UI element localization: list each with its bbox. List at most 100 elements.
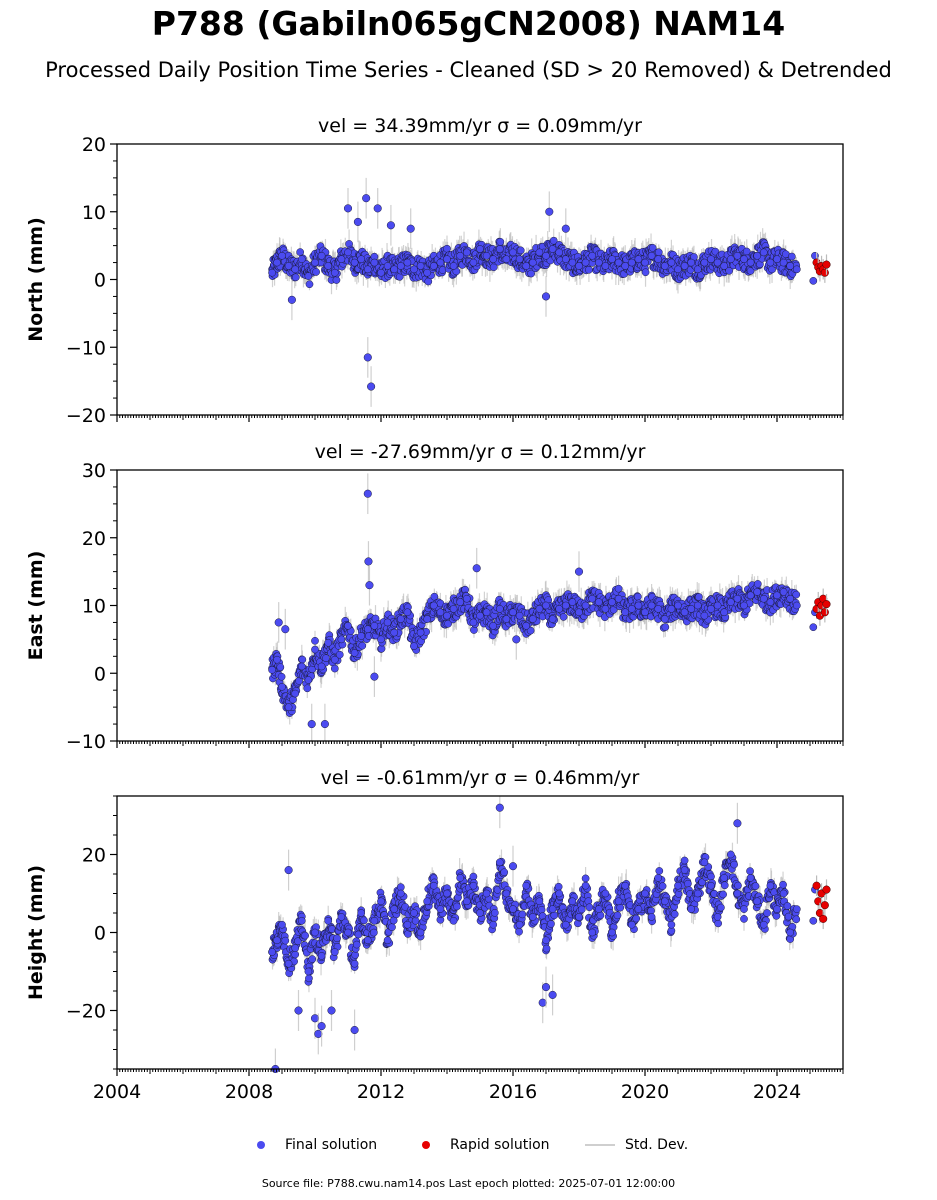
final-point [373,204,382,213]
final-point [766,258,775,267]
final-point [740,601,748,610]
final-point [766,598,775,606]
final-point [608,255,616,264]
final-point [522,621,531,630]
final-point [674,265,682,274]
y-tick-label: 0 [94,270,106,292]
final-point [476,245,484,253]
final-point [449,605,458,613]
y-tick-label: 20 [82,528,106,550]
final-point [614,594,623,603]
final-point [746,591,755,600]
final-point [403,258,412,267]
final-point [291,273,300,282]
final-point [660,262,669,270]
final-point [568,598,577,606]
final-point [753,251,762,260]
final-point [350,258,359,267]
final-point [608,598,616,606]
final-point [753,580,762,588]
final-point [733,594,742,603]
final-point [386,221,395,230]
final-point [759,248,768,257]
final-point [436,608,445,617]
final-point [403,608,412,617]
y-tick-label: 10 [82,202,106,224]
final-point [601,605,610,613]
final-point [311,645,319,654]
final-point [363,625,372,634]
panel-title: vel = 34.39mm/yr σ = 0.09mm/yr [318,115,642,137]
final-point [429,262,438,270]
final-point [707,605,715,613]
final-point [792,590,801,599]
final-point [410,265,418,274]
final-point [746,258,755,267]
final-point [502,615,511,623]
final-point [390,628,399,637]
final-point [364,557,373,566]
y-tick-label: 30 [82,460,106,482]
final-point [307,720,316,729]
final-point [759,594,768,603]
final-point [423,615,432,623]
final-point [276,663,285,672]
rapid-point [822,600,831,609]
final-point [297,662,306,671]
final-point [495,245,504,253]
final-point [350,649,359,657]
final-point [542,251,550,260]
final-point [423,268,432,277]
final-point [548,615,557,623]
final-point [390,265,399,274]
final-point [614,258,623,267]
final-point [654,255,663,264]
panel-title: vel = -27.69mm/yr σ = 0.12mm/yr [315,441,646,463]
final-point [680,608,689,617]
final-point [317,251,326,260]
final-point [700,611,709,620]
final-point [377,268,385,277]
final-point [416,628,425,637]
final-point [268,268,276,277]
final-point [528,615,537,623]
final-point [687,605,696,613]
final-point [621,262,630,270]
final-point [667,258,676,267]
final-point [779,588,788,596]
final-point [406,224,415,233]
final-point [383,618,392,627]
final-point [634,255,643,264]
final-point [377,635,385,644]
final-point [648,244,657,252]
final-point [370,258,379,267]
final-point [588,251,597,260]
final-point [753,588,762,596]
final-point [291,265,300,274]
final-point [561,255,570,264]
final-point [661,623,670,631]
final-point [693,265,702,274]
final-point [324,638,333,647]
final-point [436,258,445,267]
final-point [416,262,425,270]
final-point [786,594,795,603]
final-point [733,251,742,260]
final-point [291,689,300,698]
final-point [634,592,642,601]
final-point [482,251,491,260]
final-point [277,672,286,681]
final-point [343,204,353,213]
final-point [332,276,341,284]
final-point [358,641,367,650]
final-point [456,251,465,260]
final-point [561,224,570,233]
final-point [317,662,326,671]
final-point [594,258,603,267]
final-point [779,258,788,267]
final-point [304,272,313,280]
final-point [298,655,307,664]
final-point [410,642,418,651]
final-point [311,258,319,267]
final-point [284,703,293,711]
